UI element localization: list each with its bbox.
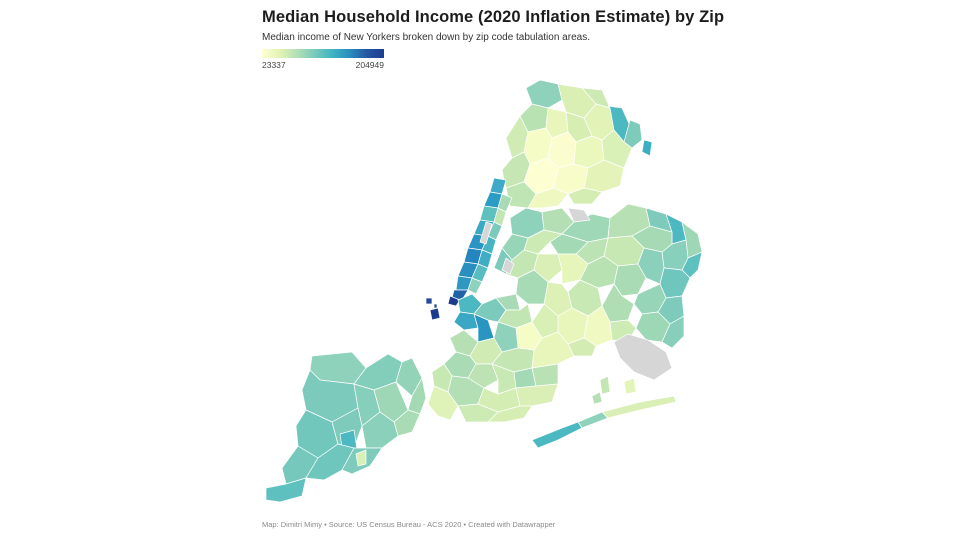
source-credits: Map: Dimitri Mimy • Source: US Census Bu…: [262, 520, 556, 529]
queens-airport: [567, 207, 591, 223]
queens-zip-area[interactable]: [661, 315, 685, 349]
legend-min-label: 23337: [262, 60, 286, 70]
chart-subtitle: Median income of New Yorkers broken down…: [262, 32, 590, 43]
rockaway-zip-area[interactable]: [601, 395, 677, 419]
chart-title: Median Household Income (2020 Inflation …: [262, 8, 725, 26]
legend-gradient-bar: [262, 49, 384, 58]
brooklyn-zip-area[interactable]: [427, 385, 459, 421]
island-zip-area[interactable]: [429, 307, 441, 321]
legend-max-label: 204949: [355, 60, 384, 70]
manhattan-zip-area[interactable]: [467, 277, 483, 295]
island-zip-area[interactable]: [425, 297, 433, 305]
bronx-zip-area[interactable]: [641, 139, 653, 157]
staten-island-zip-area[interactable]: [407, 377, 427, 415]
brooklyn-zip-area[interactable]: [531, 363, 559, 387]
manhattan-zip-area[interactable]: [489, 177, 507, 195]
staten-island-zip-area[interactable]: [265, 477, 307, 503]
legend-labels: 23337 204949: [262, 60, 384, 72]
brooklyn-zip-area[interactable]: [515, 383, 559, 407]
park-area: [501, 257, 515, 275]
brooklyn-zip-area[interactable]: [487, 405, 533, 423]
brooklyn-zip-area[interactable]: [453, 311, 479, 331]
nyc-zip-map: [265, 79, 702, 503]
queens-zip-area[interactable]: [533, 253, 563, 283]
rockaway-zip-area[interactable]: [531, 421, 583, 449]
manhattan-zip-area[interactable]: [447, 295, 461, 307]
staten-island-zip-area[interactable]: [355, 449, 367, 467]
chart-container: Median Household Income (2020 Inflation …: [262, 8, 724, 532]
bronx-zip-area[interactable]: [623, 119, 643, 149]
rockaway-zip-area[interactable]: [591, 391, 603, 405]
island-zip-area[interactable]: [433, 303, 438, 309]
rockaway-zip-area[interactable]: [577, 411, 609, 429]
manhattan-park: [479, 221, 493, 245]
color-legend: 23337 204949: [262, 49, 384, 72]
rockaway-zip-area[interactable]: [623, 377, 637, 395]
rockaway-zip-area[interactable]: [599, 375, 611, 395]
jfk-airport: [613, 333, 673, 381]
bronx-zip-area[interactable]: [525, 79, 563, 109]
bronx-zip-area[interactable]: [527, 187, 569, 209]
brooklyn-zip-area[interactable]: [467, 363, 499, 389]
bronx-zip-area[interactable]: [567, 187, 603, 205]
